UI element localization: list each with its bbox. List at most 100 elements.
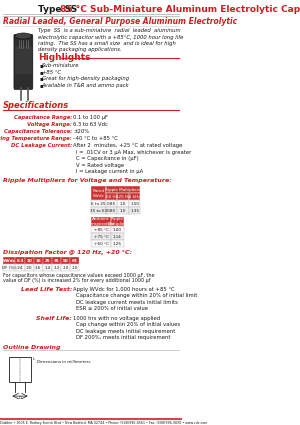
Bar xyxy=(111,233,124,240)
Bar xyxy=(43,257,52,264)
Text: 1000 hrs with no voltage applied: 1000 hrs with no voltage applied xyxy=(73,316,160,320)
Text: .10: .10 xyxy=(62,266,69,270)
Text: I = .01CV or 3 µA Max, whichever is greater: I = .01CV or 3 µA Max, whichever is grea… xyxy=(76,150,191,155)
Text: Dimensions in millimeters: Dimensions in millimeters xyxy=(37,360,90,364)
Bar xyxy=(34,264,43,271)
Bar xyxy=(61,257,70,264)
Text: 1.0: 1.0 xyxy=(120,202,126,206)
Text: 0.80: 0.80 xyxy=(107,209,116,213)
Text: Outline Drawing: Outline Drawing xyxy=(3,345,61,350)
Text: 1.25: 1.25 xyxy=(113,242,122,246)
Text: 6.3 to 63 Vdc: 6.3 to 63 Vdc xyxy=(73,122,108,128)
Text: .20: .20 xyxy=(26,266,32,270)
Text: ▪: ▪ xyxy=(39,76,43,82)
Bar xyxy=(91,233,111,240)
Text: 125 Hz: 125 Hz xyxy=(116,195,130,199)
Text: Capacitance Range:: Capacitance Range: xyxy=(14,115,72,120)
Text: 10: 10 xyxy=(26,259,32,263)
Text: ±20%: ±20% xyxy=(73,129,89,134)
Text: Capacitance change within 20% of initial limit: Capacitance change within 20% of initial… xyxy=(76,293,197,298)
Text: DC leakage current meets initial limits: DC leakage current meets initial limits xyxy=(76,300,177,305)
Text: Lead Life Test:: Lead Life Test: xyxy=(20,287,72,292)
Bar xyxy=(52,257,61,264)
Text: Great for high-density packaging: Great for high-density packaging xyxy=(42,76,129,82)
Text: Ripple Multipliers for Voltage and Temperature:: Ripple Multipliers for Voltage and Tempe… xyxy=(3,178,172,183)
Text: 1.14: 1.14 xyxy=(113,235,122,239)
Text: ▪: ▪ xyxy=(39,70,43,75)
Text: –40 °C to +85 °C: –40 °C to +85 °C xyxy=(73,136,118,142)
Bar xyxy=(117,207,129,214)
Text: 35: 35 xyxy=(54,259,59,263)
Text: 1.00: 1.00 xyxy=(113,228,122,232)
Bar xyxy=(129,207,140,214)
Bar xyxy=(91,186,106,200)
Bar xyxy=(3,257,16,264)
Text: I = Leakage current in µA: I = Leakage current in µA xyxy=(76,169,143,174)
Text: V = Rated voltage: V = Rated voltage xyxy=(76,163,124,168)
Bar xyxy=(15,46,32,74)
Text: 16: 16 xyxy=(35,259,41,263)
Text: electrolytic capacitor with a +85°C, 1000 hour long life: electrolytic capacitor with a +85°C, 100… xyxy=(38,35,183,40)
Text: +60 °C: +60 °C xyxy=(94,242,109,246)
Text: Ambient
Temperature: Ambient Temperature xyxy=(88,218,114,226)
Text: .14: .14 xyxy=(44,266,50,270)
Text: Cap change within 20% of initial values: Cap change within 20% of initial values xyxy=(76,322,180,327)
Bar xyxy=(111,226,124,233)
Bar xyxy=(129,193,140,200)
Text: Available in T&R and ammo pack: Available in T&R and ammo pack xyxy=(42,83,129,88)
Text: Dissipation Factor @ 120 Hz, +20 °C:: Dissipation Factor @ 120 Hz, +20 °C: xyxy=(3,250,133,255)
Bar xyxy=(111,240,124,247)
Text: 60 Hz: 60 Hz xyxy=(106,195,117,199)
Text: D: D xyxy=(19,396,22,400)
Text: Sub-miniature: Sub-miniature xyxy=(42,63,79,68)
Text: +75 °C: +75 °C xyxy=(94,235,109,239)
Bar xyxy=(34,257,43,264)
Text: Shelf Life:: Shelf Life: xyxy=(36,316,72,320)
Text: Type  SS  is a sub-miniature  radial  leaded  aluminum: Type SS is a sub-miniature radial leaded… xyxy=(38,28,181,34)
Text: +85 °C: +85 °C xyxy=(42,70,61,75)
Text: ▪: ▪ xyxy=(39,63,43,68)
Bar xyxy=(91,207,106,214)
Text: +85 °C: +85 °C xyxy=(94,228,109,232)
Text: density packaging applications.: density packaging applications. xyxy=(38,47,122,52)
Text: 1.35: 1.35 xyxy=(130,209,139,213)
Bar xyxy=(61,264,70,271)
Bar xyxy=(25,257,34,264)
Bar xyxy=(106,207,117,214)
Text: Specifications: Specifications xyxy=(3,102,70,111)
Text: Operating Temperature Range:: Operating Temperature Range: xyxy=(0,136,72,142)
Bar xyxy=(106,200,117,207)
Bar xyxy=(91,240,111,247)
Bar xyxy=(117,193,129,200)
Text: 6 to 25: 6 to 25 xyxy=(91,202,106,206)
Text: .24: .24 xyxy=(17,266,23,270)
Text: 35 to 63: 35 to 63 xyxy=(90,209,107,213)
Text: 85 °C Sub-Miniature Aluminum Electrolytic Capacitors: 85 °C Sub-Miniature Aluminum Electrolyti… xyxy=(57,6,300,14)
Text: 1.50: 1.50 xyxy=(130,202,139,206)
Bar xyxy=(91,226,111,233)
Bar xyxy=(9,357,31,382)
Bar xyxy=(91,200,106,207)
Bar xyxy=(117,200,129,207)
Text: Type SS: Type SS xyxy=(38,6,77,14)
Text: 1 kHz: 1 kHz xyxy=(129,195,140,199)
Text: DC leakage meets initial requirement: DC leakage meets initial requirement xyxy=(76,329,175,334)
Bar xyxy=(16,264,25,271)
Text: 0.1 to 100 µF: 0.1 to 100 µF xyxy=(73,115,108,120)
Text: Rated
WVdc: Rated WVdc xyxy=(93,189,105,198)
Text: DF (%):: DF (%): xyxy=(2,266,17,270)
Bar xyxy=(106,186,140,193)
Text: 6.3: 6.3 xyxy=(16,259,24,263)
Text: DF 200%, meets initial requirement: DF 200%, meets initial requirement xyxy=(76,335,170,340)
Text: WVdc: WVdc xyxy=(3,259,16,263)
Text: 1.0: 1.0 xyxy=(120,209,126,213)
Bar xyxy=(106,193,117,200)
Text: 50: 50 xyxy=(63,259,68,263)
Text: Apply WVdc for 1,000 hours at +85 °C: Apply WVdc for 1,000 hours at +85 °C xyxy=(73,287,175,292)
Text: 25: 25 xyxy=(44,259,50,263)
Text: Radial Leaded, General Purpose Aluminum Electrolytic: Radial Leaded, General Purpose Aluminum … xyxy=(3,17,238,26)
Text: After 2  minutes, +25 °C at rated voltage: After 2 minutes, +25 °C at rated voltage xyxy=(73,143,182,148)
Text: value of DF (%) is increased 2% for every additional 1000 µf: value of DF (%) is increased 2% for ever… xyxy=(3,278,151,283)
Text: .12: .12 xyxy=(53,266,60,270)
Text: 63: 63 xyxy=(72,259,77,263)
